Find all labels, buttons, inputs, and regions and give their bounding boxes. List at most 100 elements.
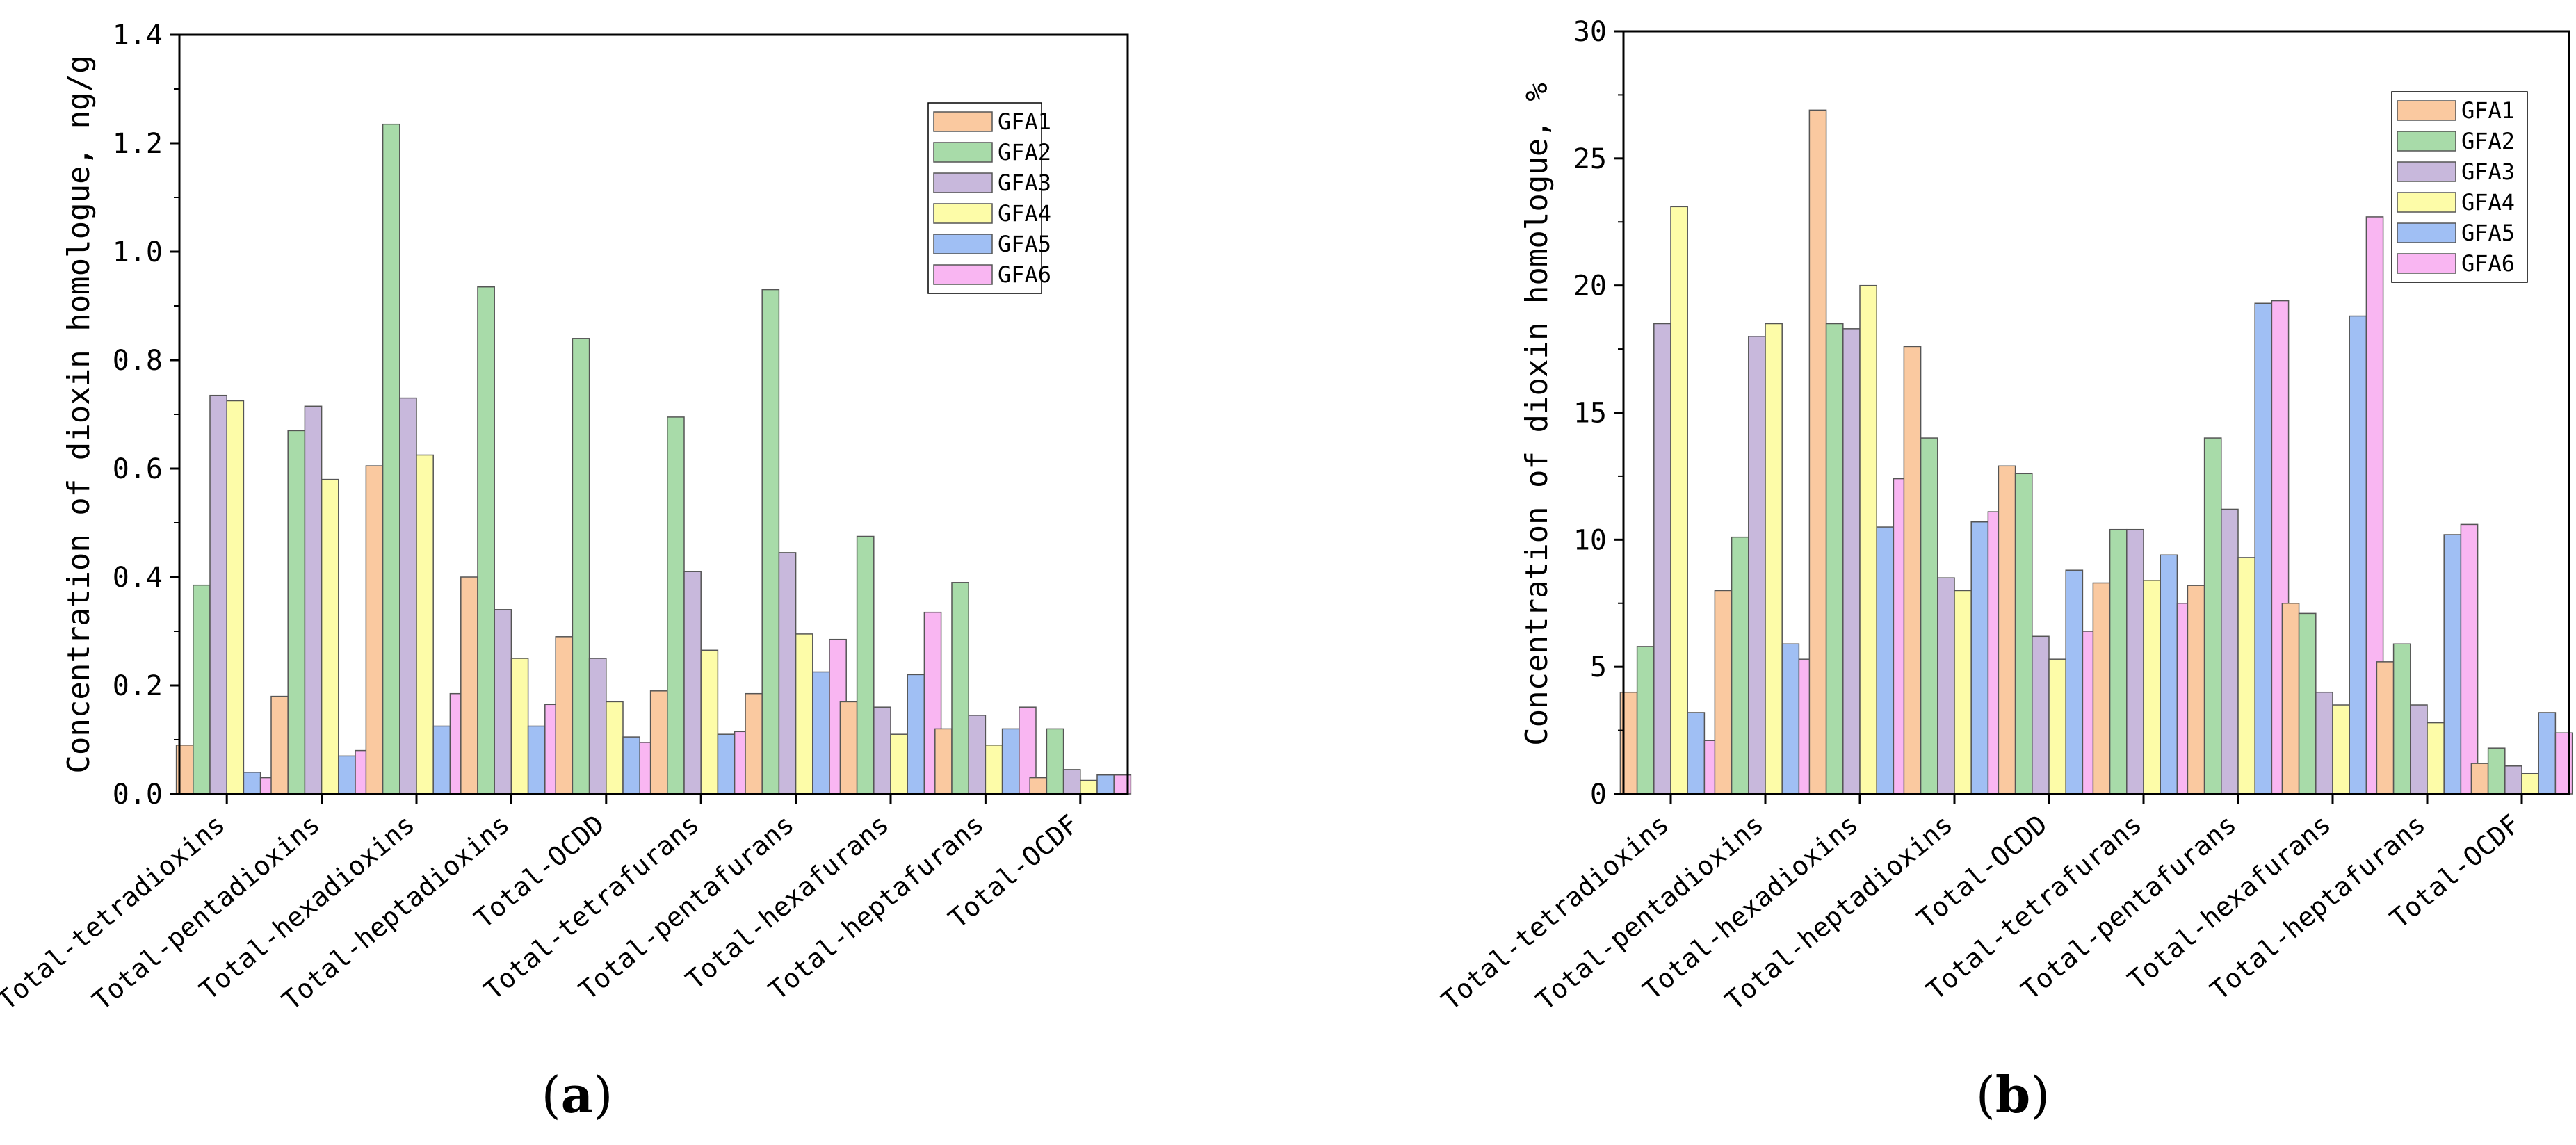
bar-gfa6-total-heptafurans bbox=[2460, 523, 2479, 795]
y-tick-label: 0.2 bbox=[113, 670, 163, 702]
bar-gfa3-total-tetradioxins bbox=[1653, 323, 1671, 795]
bar-gfa3-total-hexafurans bbox=[873, 706, 891, 795]
y-tick-label: 0.4 bbox=[113, 562, 163, 594]
panel-b-chart: 051015202530Total-tetradioxinsTotal-pent… bbox=[1436, 16, 2573, 1124]
bar-gfa1-total-pentafurans bbox=[2187, 585, 2205, 795]
y-tick-label: 0.6 bbox=[113, 453, 163, 485]
bar-gfa2-total-ocdf bbox=[1046, 728, 1064, 795]
bar-gfa5-total-pentadioxins bbox=[338, 755, 356, 795]
bar-gfa1-total-ocdf bbox=[1029, 777, 1048, 795]
bar-gfa5-total-hexadioxins bbox=[432, 725, 451, 795]
bar-gfa1-total-pentadioxins bbox=[1714, 590, 1733, 795]
bar-gfa2-total-pentadioxins bbox=[287, 430, 306, 795]
bar-gfa3-total-ocdf bbox=[1062, 769, 1081, 795]
bar-gfa5-total-pentadioxins bbox=[1781, 643, 1800, 795]
bar-gfa4-total-ocdd bbox=[606, 701, 624, 795]
bar-gfa2-total-hexadioxins bbox=[382, 123, 400, 795]
bar-gfa3-total-pentadioxins bbox=[1748, 336, 1766, 795]
bar-gfa5-total-tetrafurans bbox=[2160, 554, 2178, 795]
bar-gfa1-total-hexafurans bbox=[839, 701, 858, 795]
bar-gfa2-total-tetrafurans bbox=[2109, 528, 2128, 795]
bar-gfa5-total-heptafurans bbox=[2443, 534, 2462, 795]
y-tick-label: 5 bbox=[1590, 651, 1607, 683]
legend-swatch-gfa5 bbox=[2397, 222, 2456, 243]
legend-swatch-gfa6 bbox=[2397, 253, 2456, 274]
legend-label-gfa2: GFA2 bbox=[2461, 128, 2515, 154]
bar-gfa5-total-hexafurans bbox=[907, 674, 925, 795]
legend-label-gfa6: GFA6 bbox=[998, 261, 1051, 288]
bar-gfa3-total-pentadioxins bbox=[304, 405, 323, 795]
bar-gfa3-total-tetrafurans bbox=[2126, 528, 2144, 795]
bar-gfa2-total-ocdd bbox=[2014, 473, 2033, 795]
bar-gfa2-total-hexadioxins bbox=[1825, 323, 1844, 795]
bar-gfa4-total-pentafurans bbox=[795, 633, 813, 795]
bar-gfa2-total-pentafurans bbox=[2203, 437, 2222, 795]
bar-gfa6-total-heptafurans bbox=[1019, 706, 1037, 795]
bar-gfa2-total-hexafurans bbox=[2298, 612, 2317, 795]
bar-gfa4-total-hexafurans bbox=[890, 733, 908, 795]
y-tick-label: 30 bbox=[1573, 16, 1607, 48]
bar-gfa1-total-hexadioxins bbox=[1808, 109, 1827, 795]
panel-a-chart: 0.00.20.40.60.81.01.21.4Total-tetradioxi… bbox=[0, 19, 1132, 1124]
bar-gfa1-total-ocdf bbox=[2470, 763, 2489, 795]
legend-swatch-gfa5 bbox=[933, 234, 993, 254]
bar-gfa1-total-heptafurans bbox=[2376, 661, 2395, 795]
legend-label-gfa2: GFA2 bbox=[998, 139, 1051, 165]
bar-gfa5-total-tetrafurans bbox=[717, 733, 736, 795]
bar-gfa5-total-pentafurans bbox=[812, 671, 830, 795]
bar-gfa5-total-heptadioxins bbox=[1970, 521, 1989, 795]
bar-gfa3-total-tetradioxins bbox=[209, 394, 227, 795]
bar-gfa1-total-tetrafurans bbox=[2092, 582, 2111, 795]
y-axis-label: Concentration of dioxin homologue, ng/g bbox=[61, 55, 97, 773]
bar-gfa5-total-ocdd bbox=[622, 736, 640, 795]
bar-gfa4-total-ocdf bbox=[1080, 779, 1098, 795]
bar-gfa3-total-ocdd bbox=[588, 658, 607, 795]
legend-label-gfa1: GFA1 bbox=[2461, 97, 2515, 124]
panel-label: (a) bbox=[542, 1065, 613, 1124]
legend-label-gfa5: GFA5 bbox=[998, 231, 1051, 257]
legend-box bbox=[927, 102, 1042, 294]
bar-gfa5-total-tetradioxins bbox=[243, 772, 261, 795]
bar-gfa4-total-heptadioxins bbox=[510, 658, 529, 795]
y-tick-label: 10 bbox=[1573, 524, 1607, 556]
legend-swatch-gfa4 bbox=[933, 203, 993, 224]
bar-gfa3-total-ocdd bbox=[2032, 635, 2050, 795]
legend-label-gfa4: GFA4 bbox=[998, 200, 1051, 227]
y-tick-label: 1.4 bbox=[113, 19, 163, 51]
bar-gfa5-total-hexafurans bbox=[2349, 315, 2367, 795]
legend-label-gfa3: GFA3 bbox=[998, 170, 1051, 196]
bar-gfa4-total-heptadioxins bbox=[1954, 590, 1972, 795]
bar-gfa1-total-tetrafurans bbox=[649, 690, 668, 795]
bar-gfa4-total-heptafurans bbox=[985, 745, 1003, 795]
y-tick-label: 0 bbox=[1590, 779, 1607, 811]
bar-gfa5-total-heptafurans bbox=[1001, 728, 1020, 795]
legend-label-gfa3: GFA3 bbox=[2461, 159, 2515, 185]
bar-gfa2-total-tetradioxins bbox=[1636, 646, 1655, 795]
bar-gfa3-total-hexadioxins bbox=[399, 397, 417, 795]
bar-gfa1-total-ocdd bbox=[1998, 465, 2016, 795]
y-tick-label: 15 bbox=[1573, 398, 1607, 430]
bar-gfa2-total-heptadioxins bbox=[1920, 437, 1938, 795]
bar-gfa1-total-hexafurans bbox=[2281, 603, 2300, 795]
bar-gfa1-total-pentadioxins bbox=[270, 695, 289, 795]
bar-gfa2-total-ocdd bbox=[572, 338, 590, 795]
bar-gfa5-total-hexadioxins bbox=[1876, 526, 1895, 795]
bar-gfa3-total-tetrafurans bbox=[683, 571, 702, 795]
bar-gfa4-total-hexadioxins bbox=[416, 454, 434, 795]
bar-gfa3-total-heptadioxins bbox=[494, 609, 512, 795]
bar-gfa3-total-heptafurans bbox=[2410, 704, 2428, 795]
bar-gfa4-total-ocdd bbox=[2048, 658, 2066, 795]
bar-gfa2-total-heptafurans bbox=[2392, 643, 2411, 795]
bar-gfa4-total-ocdf bbox=[2521, 772, 2539, 795]
bar-gfa4-total-tetrafurans bbox=[700, 649, 719, 795]
legend-box bbox=[2391, 91, 2528, 283]
y-tick-label: 0.0 bbox=[113, 779, 163, 811]
legend-swatch-gfa2 bbox=[2397, 131, 2456, 152]
bar-gfa5-total-heptadioxins bbox=[527, 725, 546, 795]
y-tick-label: 1.0 bbox=[113, 236, 163, 268]
y-axis-label: Concentration of dioxin homologue, % bbox=[1519, 83, 1555, 746]
bar-gfa5-total-ocdd bbox=[2065, 569, 2084, 795]
bar-gfa1-total-heptafurans bbox=[934, 728, 953, 795]
bar-gfa1-total-pentafurans bbox=[745, 692, 763, 795]
